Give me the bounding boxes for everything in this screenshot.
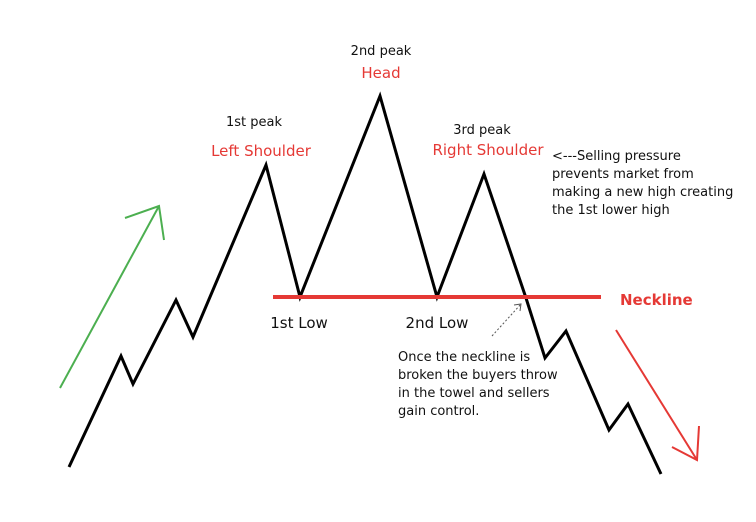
downtrend-arrow-icon bbox=[615, 329, 700, 462]
price-line bbox=[67, 91, 663, 475]
break-note-line: Once the neckline is bbox=[398, 350, 530, 365]
uptrend-arrow-icon bbox=[59, 204, 165, 389]
neckline-break-note: Once the neckline is broken the buyers t… bbox=[398, 350, 562, 419]
selling-note-line: making a new high creating bbox=[552, 185, 733, 200]
peak3-number-label: 3rd peak bbox=[453, 123, 511, 138]
peak1-number-label: 1st peak bbox=[226, 115, 282, 130]
right-shoulder-label: Right Shoulder bbox=[432, 141, 544, 159]
selling-pressure-note: <---Selling pressure prevents market fro… bbox=[552, 149, 737, 218]
selling-note-line: prevents market from bbox=[552, 167, 694, 182]
first-low-label: 1st Low bbox=[270, 314, 328, 332]
peak2-number-label: 2nd peak bbox=[351, 44, 412, 59]
break-note-line: broken the buyers throw bbox=[398, 368, 558, 383]
left-shoulder-label: Left Shoulder bbox=[211, 142, 312, 160]
selling-note-line: the 1st lower high bbox=[552, 203, 670, 218]
head-label: Head bbox=[361, 64, 400, 82]
neckline-label: Neckline bbox=[620, 291, 693, 309]
dotted-pointer-icon bbox=[491, 303, 522, 337]
second-low-label: 2nd Low bbox=[406, 314, 469, 332]
selling-note-line: <---Selling pressure bbox=[552, 149, 681, 164]
break-note-line: in the towel and sellers bbox=[398, 386, 550, 401]
break-note-line: gain control. bbox=[398, 404, 479, 419]
